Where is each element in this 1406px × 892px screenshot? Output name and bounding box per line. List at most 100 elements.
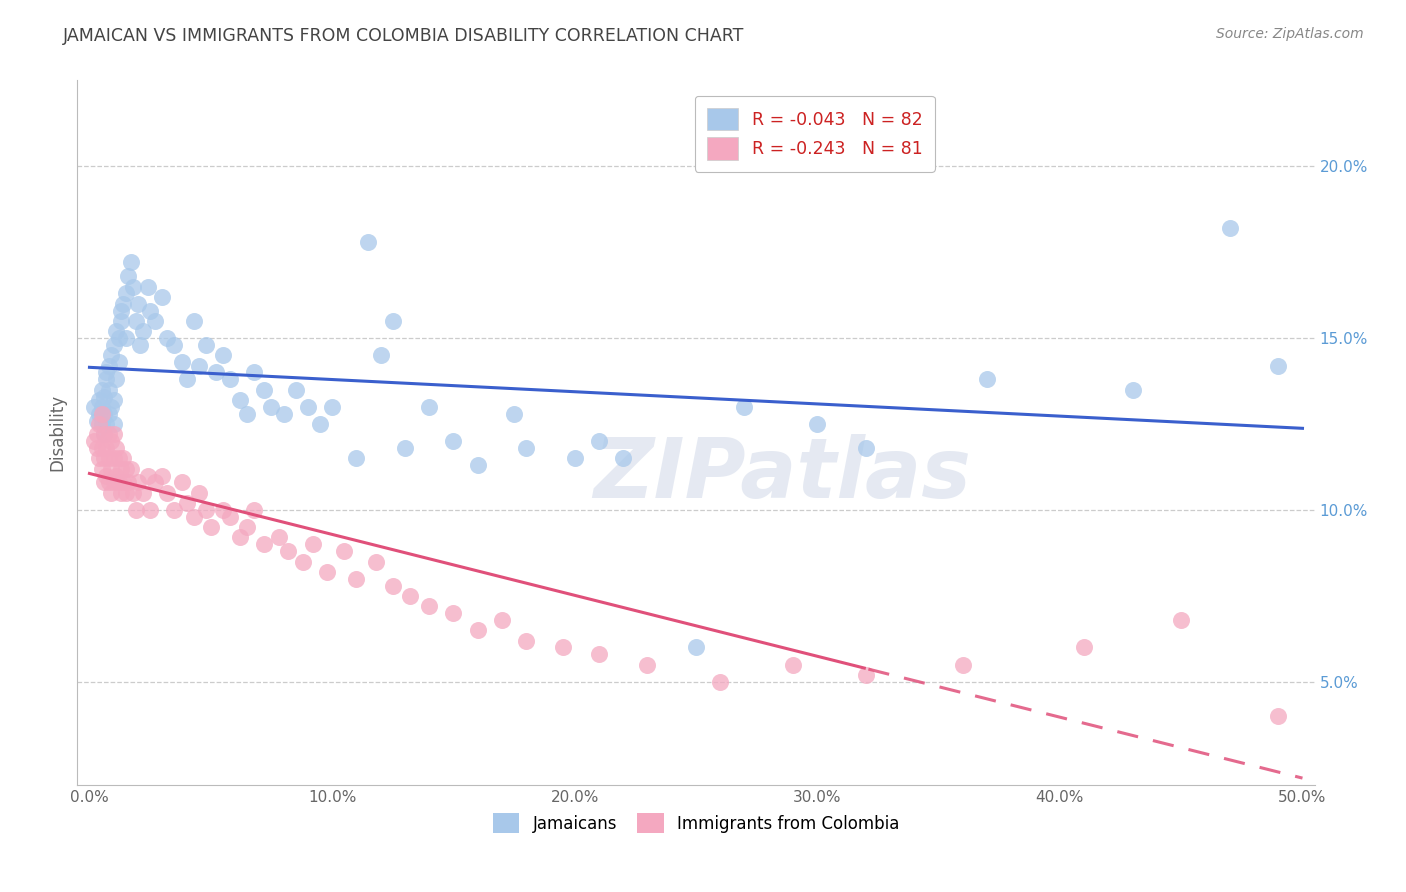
Point — [105, 372, 128, 386]
Point — [229, 392, 252, 407]
Point — [112, 451, 135, 466]
Point — [90, 461, 112, 475]
Point — [1267, 709, 1289, 723]
Point — [321, 400, 343, 414]
Point — [212, 348, 235, 362]
Point — [107, 355, 129, 369]
Point — [93, 475, 115, 490]
Point — [90, 407, 112, 421]
Point — [309, 417, 332, 431]
Point — [734, 400, 756, 414]
Point — [112, 296, 135, 310]
Point — [243, 366, 266, 380]
Point — [284, 383, 307, 397]
Point — [194, 503, 217, 517]
Point — [122, 485, 145, 500]
Point — [551, 640, 574, 655]
Point — [187, 359, 209, 373]
Point — [124, 503, 146, 517]
Point — [855, 441, 877, 455]
Point — [219, 509, 242, 524]
Point — [297, 400, 319, 414]
Point — [1073, 640, 1095, 655]
Point — [588, 648, 610, 662]
Point — [1219, 221, 1241, 235]
Point — [212, 503, 235, 517]
Point — [418, 599, 440, 614]
Point — [1267, 359, 1289, 373]
Point — [97, 359, 120, 373]
Point — [170, 355, 193, 369]
Point — [97, 451, 120, 466]
Text: ZIPatlas: ZIPatlas — [593, 434, 972, 516]
Point — [112, 475, 135, 490]
Point — [183, 509, 205, 524]
Point — [156, 331, 179, 345]
Point — [855, 668, 877, 682]
Point — [253, 383, 276, 397]
Point — [709, 674, 731, 689]
Point — [115, 485, 138, 500]
Point — [103, 417, 125, 431]
Point — [90, 441, 112, 455]
Point — [515, 633, 537, 648]
Point — [97, 383, 120, 397]
Point — [333, 544, 356, 558]
Point — [97, 475, 120, 490]
Point — [370, 348, 392, 362]
Point — [86, 441, 108, 455]
Point — [120, 461, 142, 475]
Point — [105, 324, 128, 338]
Point — [89, 417, 111, 431]
Point — [100, 461, 122, 475]
Point — [236, 407, 259, 421]
Point — [441, 434, 464, 449]
Point — [107, 331, 129, 345]
Point — [115, 461, 138, 475]
Y-axis label: Disability: Disability — [48, 394, 66, 471]
Point — [96, 372, 118, 386]
Point — [93, 407, 115, 421]
Point — [636, 657, 658, 672]
Text: Source: ZipAtlas.com: Source: ZipAtlas.com — [1216, 27, 1364, 41]
Point — [89, 392, 111, 407]
Point — [467, 458, 489, 473]
Point — [156, 485, 179, 500]
Point — [105, 468, 128, 483]
Point — [782, 657, 804, 672]
Legend: Jamaicans, Immigrants from Colombia: Jamaicans, Immigrants from Colombia — [486, 806, 905, 840]
Point — [90, 383, 112, 397]
Point — [93, 427, 115, 442]
Point — [100, 400, 122, 414]
Point — [93, 390, 115, 404]
Point — [503, 407, 526, 421]
Point — [200, 520, 222, 534]
Point — [357, 235, 380, 249]
Point — [97, 427, 120, 442]
Point — [89, 451, 111, 466]
Point — [143, 475, 166, 490]
Point — [83, 434, 105, 449]
Point — [418, 400, 440, 414]
Point — [612, 451, 634, 466]
Point — [277, 544, 299, 558]
Point — [588, 434, 610, 449]
Point — [976, 372, 998, 386]
Point — [90, 400, 112, 414]
Point — [491, 613, 513, 627]
Point — [187, 485, 209, 500]
Point — [243, 503, 266, 517]
Point — [219, 372, 242, 386]
Point — [100, 348, 122, 362]
Point — [229, 531, 252, 545]
Point — [139, 303, 162, 318]
Point — [100, 434, 122, 449]
Point — [253, 537, 276, 551]
Point — [515, 441, 537, 455]
Point — [260, 400, 283, 414]
Point — [170, 475, 193, 490]
Point — [176, 372, 198, 386]
Point — [150, 290, 173, 304]
Point — [93, 427, 115, 442]
Point — [236, 520, 259, 534]
